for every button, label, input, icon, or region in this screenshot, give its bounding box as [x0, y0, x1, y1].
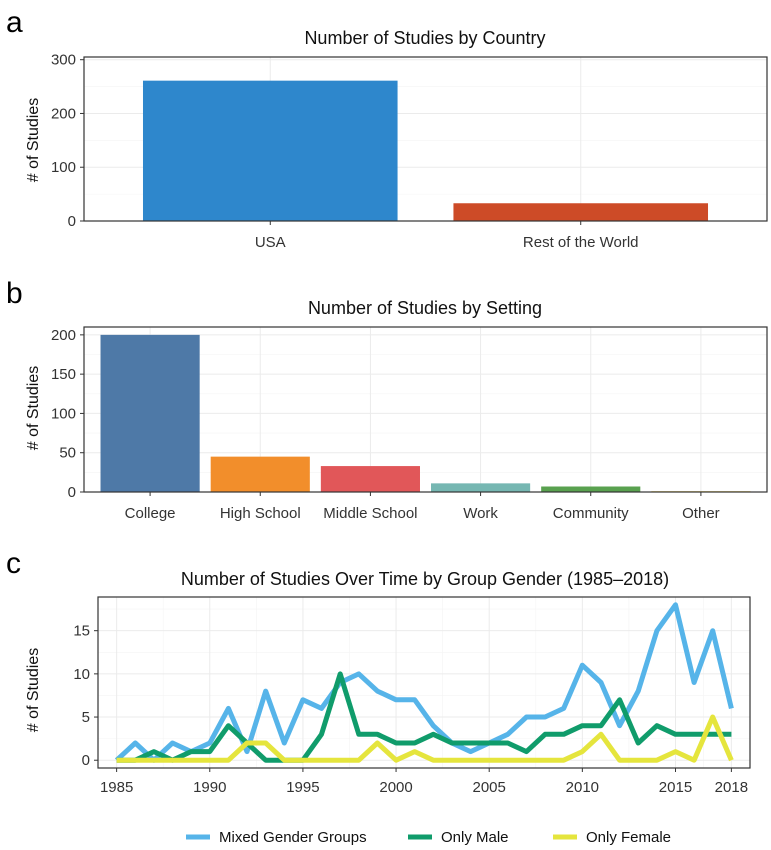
chart-c-plot: 0 5 10 15 1985 1990 1995 2000 2005 2010 2015 2018	[73, 596, 751, 796]
chart-b-bar-work	[431, 483, 531, 492]
chart-c-xtick-label: 1995	[286, 779, 319, 796]
chart-b-ytick-label: 50	[59, 445, 76, 462]
chart-a-ylabel: # of Studies	[25, 98, 42, 183]
chart-c-xtick-label: 2005	[473, 779, 506, 796]
chart-c-ylabel: # of Studies	[25, 648, 42, 733]
chart-b-ytick-label: 150	[51, 366, 76, 383]
chart-a-ytick-label: 0	[68, 213, 76, 230]
chart-b-plot: 0 50 100 150 200 College High School Middle Sch…	[51, 326, 768, 522]
chart-b-xtick-label: Other	[682, 505, 720, 522]
chart-a-ytick-label: 200	[51, 105, 76, 122]
chart-b-xtick-label: College	[125, 505, 176, 522]
chart-a-bar-usa	[142, 80, 398, 221]
chart-a-ytick-label: 300	[51, 52, 76, 69]
chart-c-ytick-label: 15	[73, 623, 90, 640]
panel-letter-b: b	[6, 277, 23, 310]
chart-b-panel-border	[83, 326, 768, 493]
legend-label-only-female: Only Female	[586, 829, 671, 846]
chart-b-xtick-label: Middle School	[323, 505, 417, 522]
chart-c-xtick-label: 2018	[715, 779, 748, 796]
chart-a-bar-rest-of-the-world	[453, 203, 709, 221]
chart-b-ytick-label: 100	[51, 405, 76, 422]
chart-c-xtick-label: 2015	[659, 779, 692, 796]
chart-b-bar-community	[541, 486, 641, 492]
chart-c-xtick-label: 1990	[193, 779, 226, 796]
chart-b-xtick-label: Community	[553, 505, 629, 522]
chart-b-ytick-label: 200	[51, 327, 76, 344]
chart-b-bar-college	[100, 334, 200, 492]
legend-label-mixed-gender-groups: Mixed Gender Groups	[219, 829, 367, 846]
chart-a-plot: 0 100 200 300 USA Rest of the World	[51, 52, 768, 251]
chart-c-series-only-male	[116, 671, 732, 763]
chart-a-xtick-label: USA	[255, 234, 286, 251]
panel-letter-c: c	[6, 547, 21, 580]
chart-c-title: Number of Studies Over Time by Group Gen…	[181, 569, 669, 589]
chart-b-title: Number of Studies by Setting	[308, 298, 542, 318]
chart-b-xtick-label: Work	[463, 505, 498, 522]
panel-letter-a: a	[6, 6, 23, 39]
chart-c-xtick-label: 1985	[100, 779, 133, 796]
chart-c-xtick-label: 2000	[379, 779, 412, 796]
chart-c-series-mixed-gender-groups	[114, 602, 734, 763]
chart-c-ytick-label: 0	[82, 752, 90, 769]
chart-c-ytick-label: 10	[73, 666, 90, 683]
chart-c-legend: Mixed Gender Groups Only Male Only Female	[186, 829, 671, 846]
chart-a-panel-border	[83, 56, 768, 222]
chart-b-bar-high-school	[210, 456, 310, 492]
chart-a-ytick-label: 100	[51, 159, 76, 176]
chart-c-series-only-female	[116, 714, 734, 763]
chart-b-bar-middle-school	[320, 466, 420, 492]
chart-b-xtick-label: High School	[220, 505, 301, 522]
chart-a-title: Number of Studies by Country	[304, 28, 545, 48]
chart-c-panel-border	[97, 596, 751, 769]
chart-b-ylabel: # of Studies	[25, 366, 42, 451]
chart-a-xtick-label: Rest of the World	[523, 234, 639, 251]
chart-c-xtick-label: 2010	[566, 779, 599, 796]
chart-b-ytick-label: 0	[68, 484, 76, 501]
chart-c-ytick-label: 5	[82, 709, 90, 726]
legend-label-only-male: Only Male	[441, 829, 509, 846]
